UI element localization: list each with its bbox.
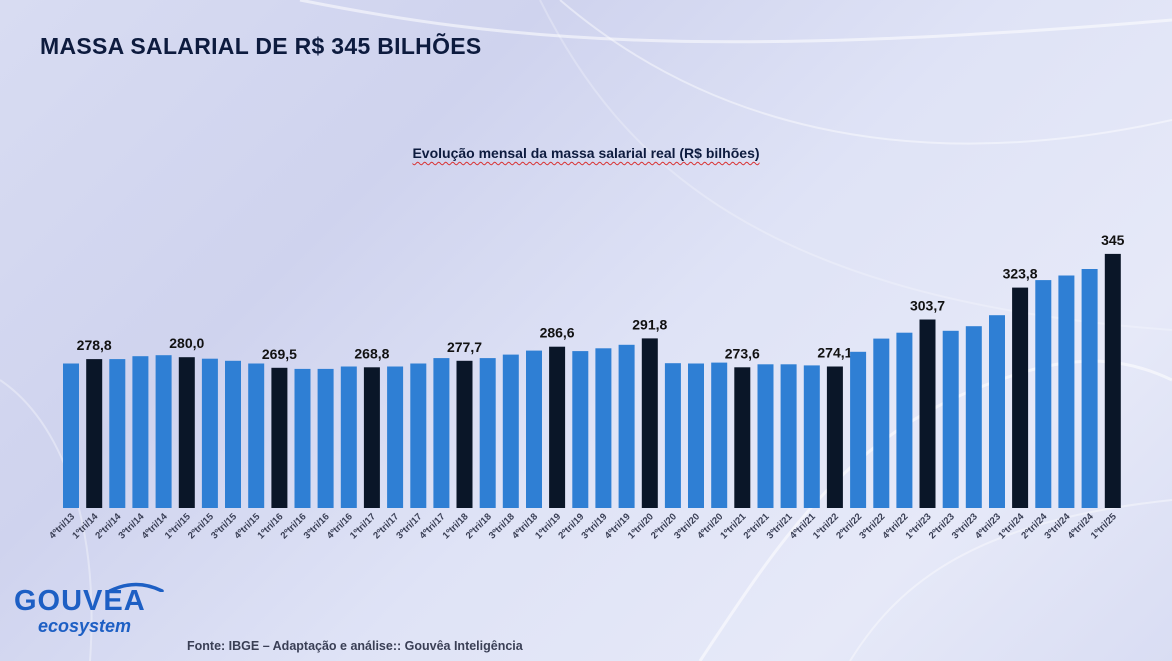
bar-3ºtri/18	[502, 354, 519, 508]
bar-4ºtri/21	[803, 365, 820, 508]
bar-1ºtri/16	[271, 367, 288, 508]
data-label: 269,5	[262, 346, 297, 362]
data-label: 286,6	[540, 325, 575, 341]
bar-3ºtri/24	[1058, 275, 1075, 508]
data-label: 291,8	[632, 316, 667, 332]
bar-1ºtri/25	[1104, 253, 1121, 508]
bar-2ºtri/19	[572, 351, 589, 508]
bar-3ºtri/15	[225, 360, 241, 508]
bar-1ºtri/17	[363, 367, 380, 508]
gouvea-logo: GOUVEA ecosystem	[14, 582, 164, 636]
bar-1ºtri/22	[826, 366, 843, 508]
bar-1ºtri/20	[641, 338, 658, 508]
data-label: 323,8	[1003, 266, 1038, 282]
chart-title: Evolução mensal da massa salarial real (…	[412, 145, 760, 161]
bar-2ºtri/21	[757, 364, 774, 508]
bar-1ºtri/24	[1012, 287, 1029, 508]
x-tick-label: 1ºtri/25	[1089, 511, 1120, 542]
data-label: 277,7	[447, 339, 482, 355]
bar-2ºtri/23	[942, 330, 959, 508]
bar-4ºtri/17	[433, 358, 450, 508]
bar-4ºtri/24	[1081, 269, 1098, 508]
bar-3ºtri/22	[873, 338, 890, 508]
bar-2ºtri/18	[479, 358, 496, 508]
data-label: 274,1	[817, 345, 852, 361]
bar-4ºtri/18	[526, 350, 542, 508]
bar-2ºtri/22	[850, 351, 867, 508]
logo-tagline: ecosystem	[38, 616, 132, 636]
bar-2ºtri/17	[387, 366, 404, 508]
bar-4ºtri/16	[340, 366, 357, 508]
bar-3ºtri/14	[132, 356, 149, 508]
bar-4ºtri/15	[248, 363, 265, 508]
logo-wordmark: GOUVEA	[14, 585, 146, 617]
bar-3ºtri/16	[317, 368, 334, 508]
bar-1ºtri/18	[456, 360, 473, 508]
bar-2ºtri/24	[1035, 280, 1052, 508]
data-label: 268,8	[354, 345, 389, 361]
bar-4ºtri/20	[711, 362, 728, 508]
bar-1ºtri/23	[919, 319, 936, 508]
bar-4ºtri/23	[989, 315, 1005, 508]
bar-2ºtri/15	[201, 358, 218, 508]
bar-4ºtri/19	[618, 344, 635, 508]
source-note: Fonte: IBGE – Adaptação e análise:: Gouv…	[187, 639, 523, 653]
bar-1ºtri/19	[549, 346, 566, 508]
bar-3ºtri/21	[780, 364, 797, 508]
bar-3ºtri/19	[595, 348, 612, 508]
logo-arc-icon	[108, 582, 164, 592]
data-label: 280,0	[169, 335, 204, 351]
data-label: 278,8	[77, 337, 112, 353]
bar-3ºtri/23	[965, 326, 982, 508]
bar-4ºtri/14	[155, 355, 172, 508]
data-label: 345	[1101, 232, 1125, 248]
data-label: 273,6	[725, 345, 760, 361]
data-label: 303,7	[910, 298, 945, 314]
bar-3ºtri/20	[688, 363, 704, 508]
bar-3ºtri/17	[410, 363, 427, 508]
page-title: MASSA SALARIAL DE R$ 345 BILHÕES	[40, 33, 482, 59]
bar-1ºtri/21	[734, 367, 751, 508]
bar-1ºtri/14	[86, 359, 103, 508]
bar-2ºtri/14	[109, 359, 126, 508]
bar-1ºtri/15	[178, 357, 195, 508]
bar-2ºtri/16	[294, 368, 311, 508]
bar-2ºtri/20	[664, 363, 681, 508]
bar-4ºtri/13	[63, 363, 79, 508]
bar-4ºtri/22	[896, 332, 913, 508]
